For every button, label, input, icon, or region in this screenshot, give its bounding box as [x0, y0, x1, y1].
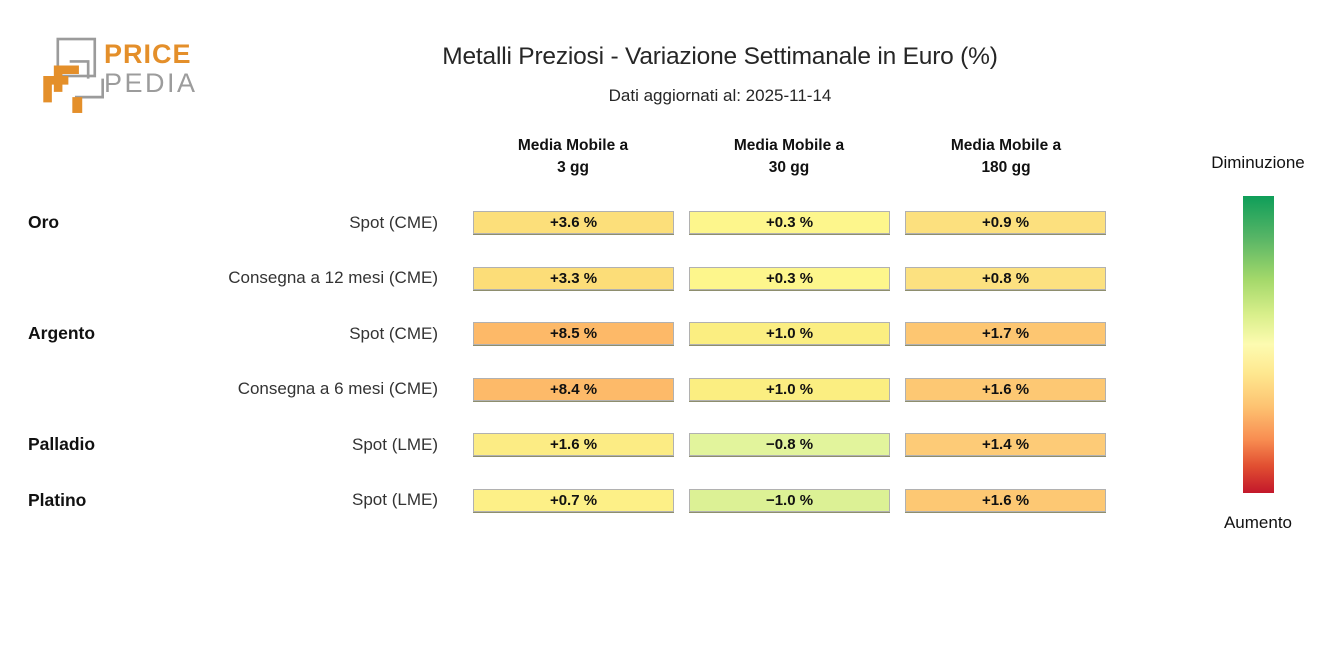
chart-subtitle: Dati aggiornati al: 2025-11-14 — [608, 86, 832, 105]
row-label-0: Spot (CME) — [349, 212, 438, 232]
row-label-4: Spot (LME) — [352, 434, 438, 454]
heatmap-cell-r0-c2: +0.9 % — [905, 211, 1106, 234]
legend-top-label: Diminuzione — [1211, 153, 1305, 172]
group-label-platino: Platino — [28, 489, 87, 510]
heatmap-cell-r0-c1: +0.3 % — [689, 211, 890, 234]
heatmap-cell-r5-c2: +1.6 % — [905, 488, 1106, 512]
heatmap-cell-r4-c2: +1.4 % — [905, 433, 1106, 456]
group-label-argento: Argento — [28, 323, 96, 343]
row-label-3: Consegna a 6 mesi (CME) — [237, 379, 438, 398]
heatmap-cell-r2-c2: +1.7 % — [905, 322, 1106, 345]
heatmap-cell-r2-c1: +1.0 % — [689, 322, 890, 345]
heatmap-cell-r0-c0: +3.6 % — [473, 211, 674, 234]
column-header-30gg: Media Mobile a 30 gg — [733, 137, 845, 176]
heatmap-cell-r4-c1: −0.8 % — [689, 433, 890, 456]
legend-gradient-bar — [1243, 196, 1274, 493]
heatmap-cell-r2-c0: +8.5 % — [473, 322, 674, 345]
heatmap-cell-r3-c2: +1.6 % — [905, 377, 1106, 401]
heatmap-cell-r4-c0: +1.6 % — [473, 433, 674, 456]
row-label-2: Spot (CME) — [349, 323, 438, 343]
heatmap-cell-r1-c0: +3.3 % — [473, 266, 674, 290]
heatmap-cell-r3-c1: +1.0 % — [689, 377, 890, 401]
row-label-1: Consegna a 12 mesi (CME) — [228, 268, 438, 287]
heatmap-cell-r1-c2: +0.8 % — [905, 266, 1106, 290]
logo-word-price: PRICE — [104, 39, 192, 69]
group-label-palladio: Palladio — [28, 434, 96, 454]
pricepedia-logo-icon — [43, 37, 104, 113]
group-label-oro: Oro — [28, 212, 60, 232]
heatmap-cell-r3-c0: +8.4 % — [473, 377, 674, 401]
legend-bottom-label: Aumento — [1223, 513, 1293, 532]
heatmap-cell-r1-c1: +0.3 % — [689, 266, 890, 290]
chart-title: Metalli Preziosi - Variazione Settimanal… — [442, 43, 998, 70]
logo-word-pedia: PEDIA — [104, 68, 198, 98]
column-header-180gg: Media Mobile a 180 gg — [950, 137, 1062, 176]
heatmap-cell-r5-c0: +0.7 % — [473, 488, 674, 512]
heatmap-cell-r5-c1: −1.0 % — [689, 488, 890, 512]
column-header-3gg: Media Mobile a 3 gg — [517, 137, 629, 176]
pricepedia-logo-text: PRICE PEDIA — [104, 40, 198, 97]
row-label-5: Spot (LME) — [352, 490, 438, 509]
